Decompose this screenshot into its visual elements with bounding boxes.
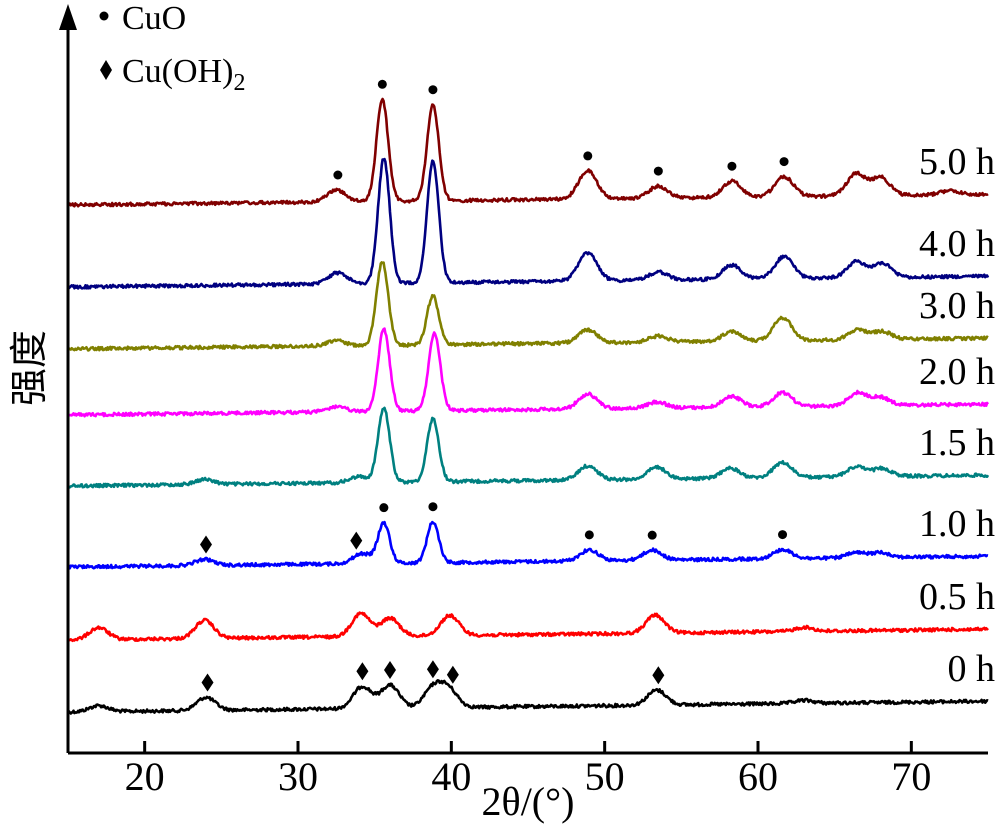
sample-label: 0 h	[948, 648, 996, 690]
legend: CuO Cu(OH)2	[99, 0, 245, 96]
cuo-peak-marker	[647, 530, 657, 540]
axes: 20 30 40 50 60 70 强度 2θ/(°)	[7, 4, 988, 824]
cuoh2-peak-marker	[426, 660, 439, 679]
sample-label: 1.0 h	[919, 503, 995, 545]
series-line	[66, 327, 990, 418]
series-line	[67, 406, 990, 489]
cuo-peak-marker	[653, 166, 663, 176]
sample-label: 5.0 h	[919, 141, 995, 183]
cuoh2-peak-marker	[356, 662, 369, 681]
legend-label-cuoh2-main: Cu(OH)	[122, 53, 233, 90]
cuo-peak-marker	[379, 503, 389, 513]
cuoh2-peak-marker	[350, 531, 363, 550]
cuo-peak-marker	[779, 157, 789, 167]
legend-label-cuo: CuO	[122, 0, 186, 37]
cuo-peak-marker	[584, 530, 594, 540]
legend-diamond-marker	[100, 60, 112, 80]
series-line	[66, 261, 989, 352]
cuo-peak-marker	[428, 502, 438, 512]
sample-label: 3.0 h	[919, 285, 995, 327]
cuo-peak-marker	[727, 161, 737, 171]
cuo-peak-marker	[333, 170, 343, 180]
x-ticks: 20 30 40 50 60 70	[125, 741, 931, 799]
cuoh2-peak-marker	[446, 665, 459, 684]
series-line	[66, 157, 990, 290]
sample-label: 0.5 h	[919, 576, 995, 618]
legend-label-cuoh2-subscript: 2	[233, 70, 245, 96]
sample-label: 4.0 h	[919, 223, 995, 265]
series-line	[66, 679, 989, 715]
cuoh2-peak-marker	[201, 673, 214, 692]
series-layer	[66, 97, 990, 715]
cuo-peak-marker	[377, 79, 387, 89]
cuoh2-peak-marker	[200, 535, 212, 554]
sample-labels: 0 h 0.5 h 1.0 h 1.5 h 2.0 h 3.0 h 4.0 h 5.0 h	[919, 141, 995, 690]
y-axis-arrow	[59, 4, 77, 30]
x-tick-label: 50	[585, 754, 625, 799]
series-line	[66, 97, 989, 208]
legend-label-cuoh2: Cu(OH)2	[122, 53, 245, 96]
y-axis-label: 强度	[7, 330, 51, 406]
legend-circle-marker	[99, 11, 109, 21]
series-line	[67, 520, 989, 570]
cuoh2-peak-marker	[652, 666, 665, 685]
x-axis-label: 2θ/(°)	[482, 779, 575, 824]
cuo-peak-marker	[428, 85, 438, 95]
cuo-peak-marker	[778, 530, 788, 540]
x-tick-label: 30	[278, 754, 318, 799]
sample-label: 2.0 h	[919, 351, 995, 393]
marker-layer	[200, 79, 789, 692]
sample-label: 1.5 h	[919, 422, 995, 464]
cuo-peak-marker	[583, 151, 593, 161]
x-tick-label: 20	[125, 754, 165, 799]
x-tick-label: 70	[891, 754, 931, 799]
cuoh2-peak-marker	[384, 660, 396, 679]
x-tick-label: 40	[431, 754, 471, 799]
x-tick-label: 60	[738, 754, 778, 799]
series-line	[67, 611, 989, 643]
